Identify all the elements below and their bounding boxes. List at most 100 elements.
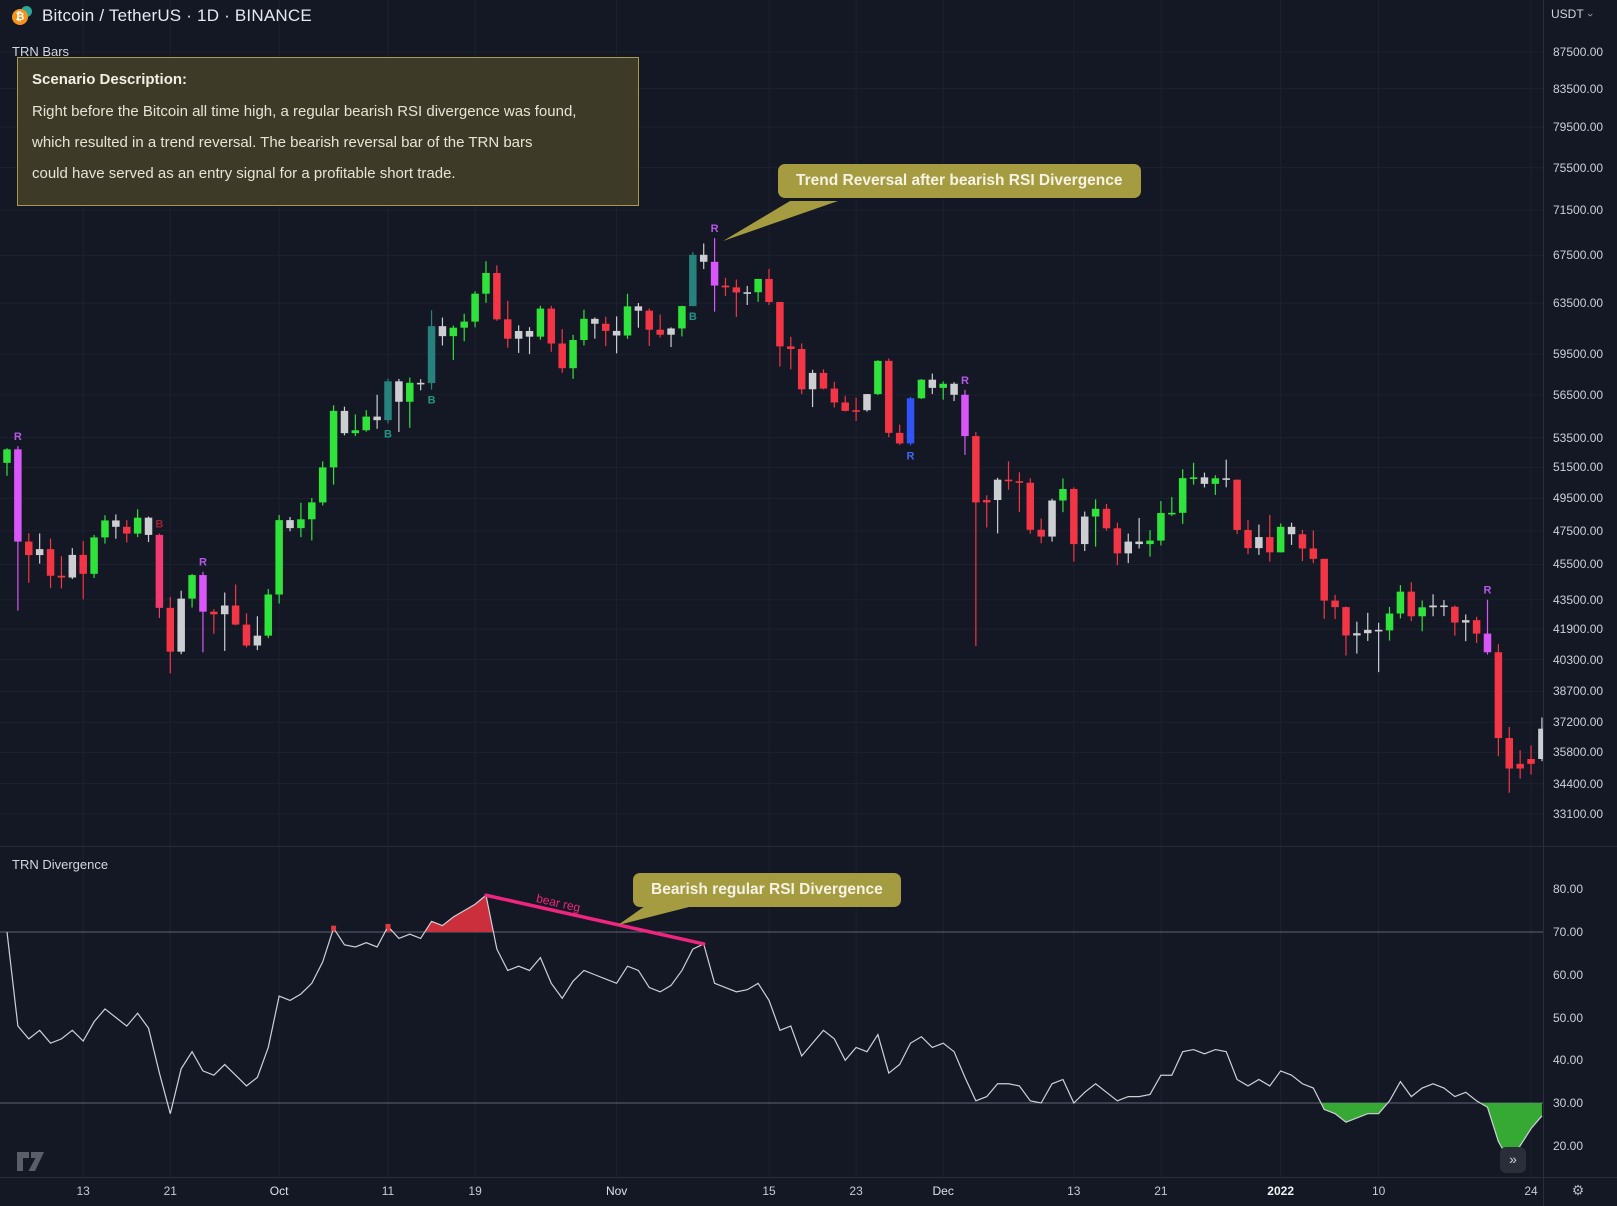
time-axis-label: 23 <box>849 1184 863 1198</box>
candle-body <box>373 416 381 421</box>
candle-body <box>1233 479 1241 530</box>
price-axis-label: 75500.00 <box>1553 160 1604 175</box>
candle-body <box>1276 526 1285 553</box>
price-axis-label: 37200.00 <box>1553 715 1604 730</box>
candle-body <box>1157 512 1165 541</box>
time-axis-label: Oct <box>269 1184 289 1198</box>
bearish-divergence-callout: Bearish regular RSI Divergence <box>633 873 901 907</box>
candle-body <box>1026 482 1035 530</box>
candle-body <box>351 430 360 434</box>
candle-body <box>754 278 762 293</box>
candle-body <box>460 321 468 328</box>
price-axis-label: 43500.00 <box>1553 592 1604 607</box>
scenario-line: Right before the Bitcoin all time high, … <box>32 103 577 120</box>
candle-body <box>340 410 349 434</box>
candle-body <box>1091 508 1100 517</box>
candle-body <box>1211 478 1220 484</box>
candle-body <box>482 272 490 294</box>
candle-body <box>1059 489 1067 501</box>
indicator-legend-trn-divergence[interactable]: TRN Divergence <box>12 857 109 872</box>
candle-body <box>1342 607 1350 636</box>
price-axis-label: 83500.00 <box>1553 81 1604 96</box>
candle-body <box>3 449 11 463</box>
breakout-marker-B: B <box>384 428 392 440</box>
reversal-marker-R: R <box>199 557 207 569</box>
main-chart-pane[interactable]: R B R B B B R R R R <box>0 0 1543 846</box>
rsi-axis-label: 20.00 <box>1553 1138 1584 1153</box>
currency-label: USDT <box>1551 7 1584 21</box>
currency-switcher[interactable]: USDT › <box>1551 7 1596 21</box>
price-axis-label: 34400.00 <box>1553 776 1604 791</box>
candle-body <box>384 381 392 421</box>
tradingview-logo[interactable] <box>16 1146 46 1172</box>
candle-body <box>1168 512 1176 515</box>
candle-body <box>166 607 175 652</box>
candle-body <box>242 624 251 646</box>
rsi-axis-label: 30.00 <box>1553 1096 1584 1110</box>
candle-body <box>1080 516 1089 545</box>
candle-body <box>318 467 327 503</box>
indicator-legend-trn-bars[interactable]: TRN Bars <box>12 44 70 59</box>
bitcoin-icon: ₿ <box>12 6 34 26</box>
candle-body <box>1364 629 1372 634</box>
candle-body <box>1178 478 1187 513</box>
rsi-axis-label: 40.00 <box>1553 1053 1584 1068</box>
time-axis-label: 13 <box>1067 1184 1081 1198</box>
candle-body <box>1374 629 1383 632</box>
scenario-title: Scenario Description: <box>32 71 188 88</box>
rsi-axis-label: 70.00 <box>1553 925 1584 939</box>
price-axis-border <box>1543 0 1544 1206</box>
candle-body <box>1298 534 1307 549</box>
candle-body <box>46 549 55 576</box>
rsi-axis-label: 50.00 <box>1553 1010 1584 1025</box>
candle-body <box>57 575 66 578</box>
candle-body <box>449 327 458 337</box>
scenario-description-box: Scenario Description: Right before the B… <box>17 57 639 206</box>
expand-pane-button[interactable]: » <box>1500 1147 1526 1173</box>
candle-body <box>416 382 425 385</box>
candle-body <box>819 372 828 389</box>
candle-body <box>525 331 534 337</box>
candle-body <box>972 436 980 503</box>
candle-body <box>1309 548 1318 559</box>
time-axis-label: 21 <box>163 1184 177 1198</box>
candle-body <box>1200 477 1209 484</box>
time-axis-label: 2022 <box>1267 1184 1295 1198</box>
candle-body <box>133 517 142 534</box>
candle-body <box>580 318 588 341</box>
candle-body <box>199 575 207 612</box>
candle-body <box>1472 620 1481 634</box>
rsi-indicator-pane[interactable] <box>0 846 1543 1177</box>
candle-body <box>830 388 839 403</box>
candle-body <box>1255 537 1263 549</box>
gear-icon[interactable]: ⚙ <box>1571 1182 1585 1198</box>
candle-body <box>776 302 784 347</box>
time-axis-label: 21 <box>1154 1184 1168 1198</box>
candle-body <box>1353 633 1361 636</box>
candle-body <box>1189 477 1198 479</box>
candle-body <box>264 594 273 636</box>
candle-body <box>787 346 795 349</box>
candle-body <box>885 360 893 433</box>
bearish-divergence-line[interactable] <box>484 893 706 946</box>
scenario-line: could have served as an entry signal for… <box>32 165 456 182</box>
candle-body <box>1124 541 1133 554</box>
candle-body <box>1015 481 1024 483</box>
candle-body <box>1385 613 1394 631</box>
candle-body <box>188 575 196 599</box>
rsi-peak-marker <box>331 925 337 931</box>
candle-body <box>982 500 991 503</box>
candle-body <box>1527 758 1535 764</box>
candle-body <box>329 410 338 468</box>
candle-body <box>721 285 730 288</box>
candle-body <box>743 292 751 294</box>
candle-body <box>1505 738 1514 769</box>
pane-separator[interactable] <box>0 846 1617 847</box>
candle-body <box>504 319 512 339</box>
candle-body <box>710 261 719 286</box>
symbol-title[interactable]: Bitcoin / TetherUS · 1D · BINANCE <box>42 6 312 25</box>
candle-body <box>1070 489 1078 545</box>
candle-body <box>155 534 164 608</box>
candle-body <box>645 310 654 330</box>
candle-body <box>210 611 218 615</box>
